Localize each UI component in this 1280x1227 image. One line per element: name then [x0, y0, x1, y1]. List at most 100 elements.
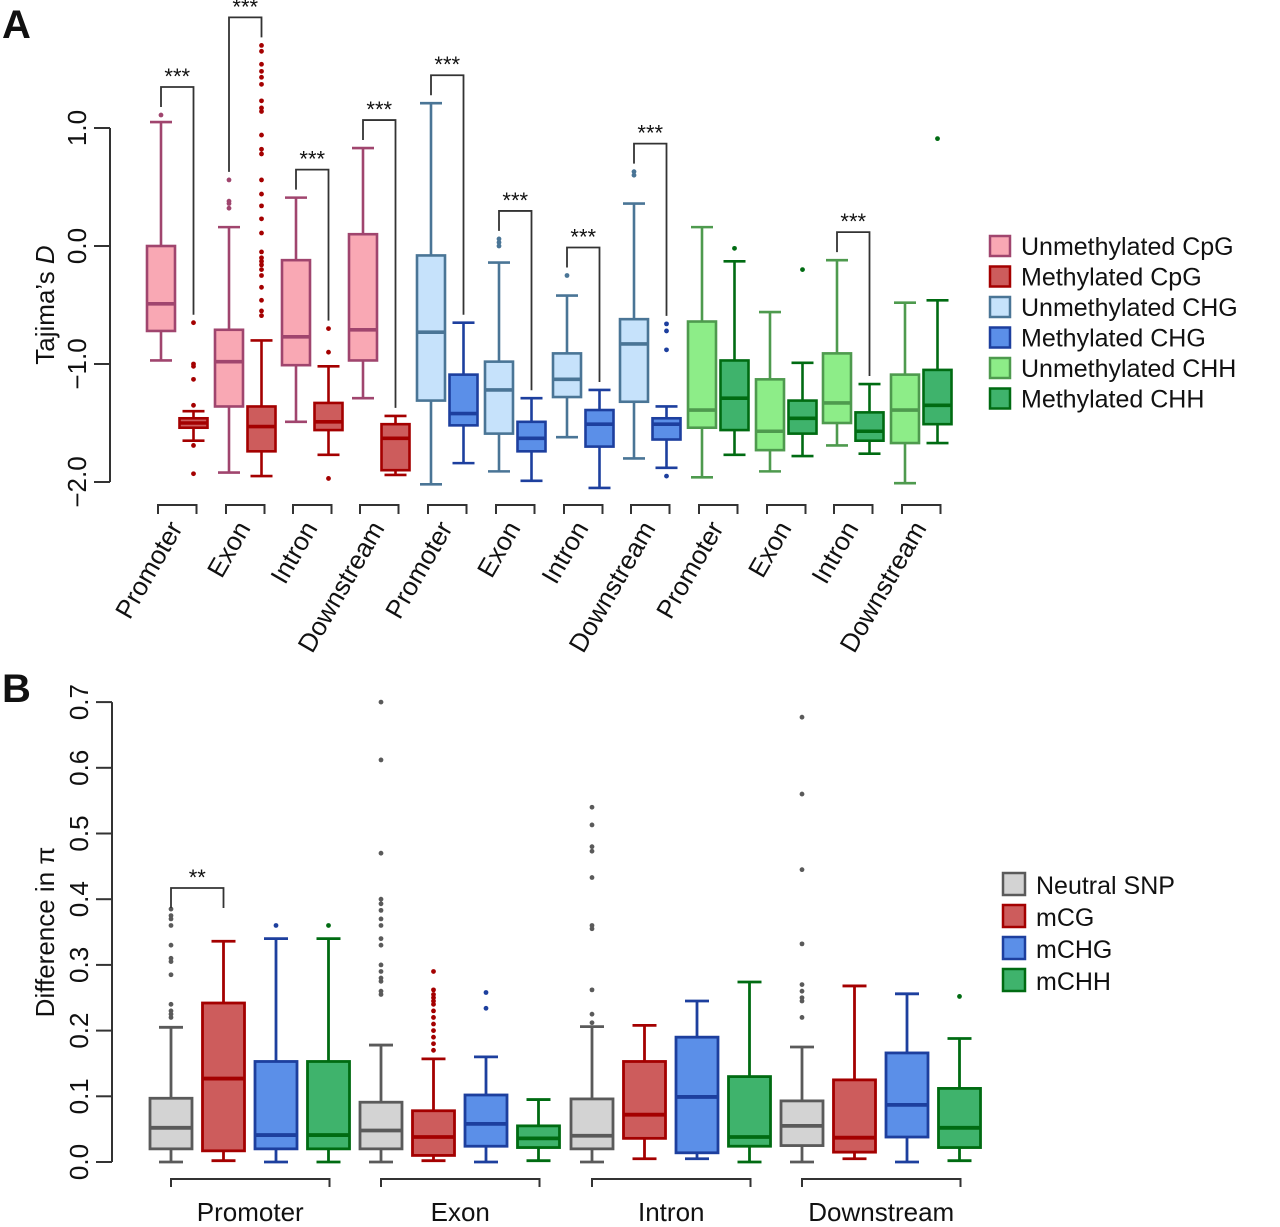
x-category-label: Intron — [638, 1197, 705, 1227]
outlier-point — [259, 267, 264, 272]
panel-b: B 0.0 0.1 0.2 0.3 0.4 0.5 0.6 0.7 Difference in… — [2, 667, 1175, 1227]
outlier-point — [259, 262, 264, 268]
box-unmethylated — [415, 101, 447, 486]
outlier-point — [378, 901, 384, 907]
box-methylated — [787, 267, 818, 458]
box-methylated — [719, 245, 750, 457]
outlier-point — [168, 923, 174, 928]
x-category-label: Exon — [431, 1197, 490, 1227]
panel-a-y-axis-title: Tajima’s D — [30, 245, 60, 364]
legend-swatch — [1001, 967, 1027, 993]
outlier-point — [326, 476, 331, 481]
outlier-point — [935, 136, 940, 142]
y-tick-label: 0.4 — [64, 881, 94, 917]
box-methylated — [584, 388, 615, 490]
x-category-label: Intron — [805, 516, 864, 589]
panel-b-legend: Neutral SNP mCG mCHG mCHH — [1001, 871, 1175, 996]
significance-bracket: *** — [836, 209, 871, 377]
y-tick-label: 1.0 — [62, 110, 92, 146]
x-category-label: Exon — [201, 516, 257, 582]
outlier-point — [259, 132, 264, 138]
box-methylated — [246, 43, 277, 478]
box-iqr — [754, 378, 786, 452]
outlier-point — [799, 982, 805, 988]
panel-b-y-axis: 0.0 0.1 0.2 0.3 0.4 0.5 0.6 0.7 — [64, 684, 113, 1180]
y-tick-label: 0.2 — [64, 1013, 94, 1049]
box-unmethylated — [551, 273, 583, 439]
outlier-point — [378, 975, 384, 981]
box-neutral-snp — [358, 699, 404, 1164]
outlier-point — [168, 942, 174, 948]
significance-stars: *** — [840, 209, 866, 234]
significance-bracket: ** — [170, 865, 225, 908]
outlier-point — [378, 916, 384, 922]
outlier-point — [259, 249, 264, 255]
panel-b-y-axis-title: Difference in π — [30, 847, 60, 1018]
box-methylated — [854, 382, 885, 455]
outlier-point — [326, 326, 331, 331]
box-iqr — [727, 1075, 772, 1148]
outlier-point — [259, 191, 264, 197]
legend-swatch — [988, 265, 1012, 288]
legend-label: Unmethylated CpG — [1021, 233, 1234, 261]
outlier-point — [259, 313, 264, 319]
outlier-point — [226, 205, 232, 211]
outlier-point — [168, 906, 174, 912]
outlier-point — [168, 959, 174, 965]
category-bracket — [427, 504, 468, 514]
bracket-line — [160, 86, 195, 315]
legend-swatch — [1001, 935, 1027, 961]
category-bracket — [170, 1178, 331, 1187]
box-iqr — [411, 1109, 456, 1157]
outlier-point — [589, 875, 595, 880]
outlier-point — [168, 1001, 174, 1007]
significance-stars: ** — [189, 865, 207, 890]
outlier-point — [191, 402, 196, 408]
y-tick-label: 0.5 — [64, 815, 94, 851]
panel-a-label: A — [2, 3, 31, 47]
x-category-label: Downstream — [808, 1197, 954, 1227]
outlier-point — [259, 177, 264, 183]
bracket-line — [498, 210, 533, 391]
box-unmethylated — [618, 169, 650, 460]
outlier-point — [273, 923, 279, 928]
significance-stars: *** — [164, 64, 190, 89]
outlier-point — [431, 1021, 436, 1027]
box-iqr — [622, 1060, 667, 1140]
box-iqr — [779, 1099, 825, 1147]
box-methylated — [448, 321, 479, 465]
box-methylated — [380, 414, 411, 477]
outlier-point — [378, 992, 384, 997]
box-mchg — [674, 999, 720, 1161]
legend-swatch — [988, 387, 1012, 410]
box-methylated — [313, 326, 344, 481]
box-mchh — [516, 1098, 561, 1163]
outlier-point — [589, 1011, 595, 1017]
outlier-point — [564, 273, 570, 278]
outlier-point — [326, 923, 331, 928]
outlier-point — [431, 992, 436, 997]
box-iqr — [280, 258, 312, 367]
outlier-point — [799, 714, 805, 720]
outlier-point — [378, 896, 384, 902]
box-unmethylated — [347, 146, 379, 400]
outlier-point — [664, 328, 669, 334]
outlier-point — [664, 347, 669, 353]
box-mchg — [884, 992, 930, 1164]
outlier-point — [378, 962, 384, 968]
bracket-line — [295, 168, 330, 321]
box-iqr — [674, 1035, 720, 1155]
outlier-point — [191, 376, 196, 382]
significance-stars: *** — [232, 0, 258, 19]
outlier-point — [378, 942, 384, 948]
x-category-label: Promoter — [650, 516, 730, 624]
outlier-point — [259, 48, 264, 54]
significance-bracket: *** — [566, 225, 601, 382]
legend-swatch — [988, 356, 1012, 380]
legend-label: mCG — [1036, 904, 1094, 932]
outlier-point — [589, 1020, 595, 1026]
y-tick-label: 0.6 — [64, 750, 94, 786]
box-unmethylated — [821, 258, 853, 447]
outlier-point — [378, 978, 384, 984]
